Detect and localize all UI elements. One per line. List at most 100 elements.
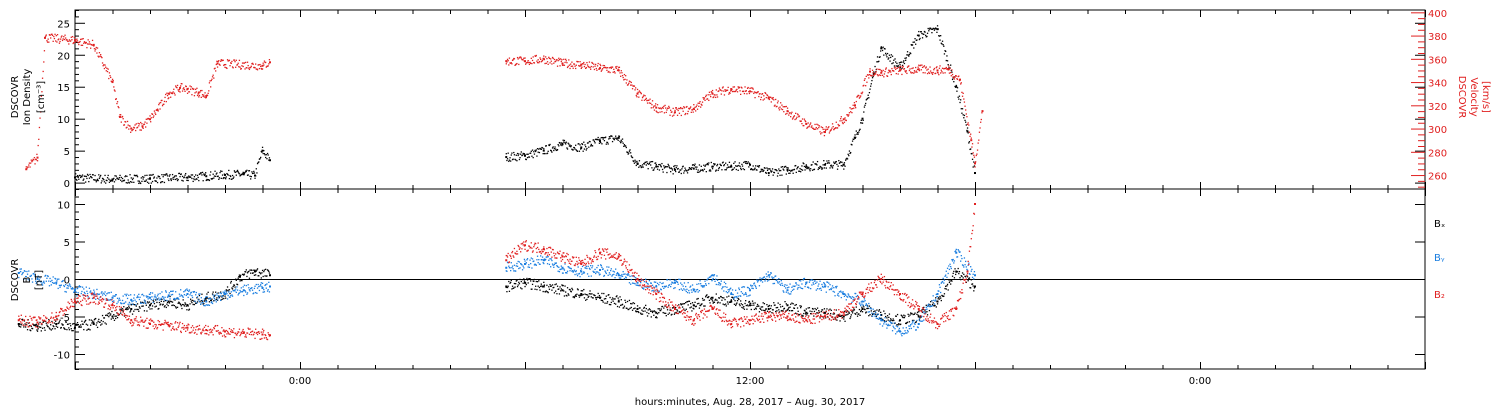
data-point xyxy=(75,173,77,175)
data-point xyxy=(163,306,166,308)
data-point xyxy=(859,303,861,305)
data-point xyxy=(112,317,114,320)
data-point xyxy=(48,318,50,321)
data-point xyxy=(618,299,620,301)
data-point xyxy=(581,290,584,292)
data-point xyxy=(623,273,625,275)
data-point xyxy=(255,270,257,272)
data-point xyxy=(931,305,934,307)
data-point xyxy=(540,148,542,150)
data-point xyxy=(556,265,559,268)
data-point xyxy=(555,148,557,150)
data-point xyxy=(743,168,746,171)
data-point xyxy=(591,61,593,64)
data-point xyxy=(855,107,857,109)
data-point xyxy=(936,300,938,302)
data-point xyxy=(181,175,184,178)
data-point xyxy=(872,75,874,78)
data-point xyxy=(137,308,139,311)
data-point xyxy=(73,36,76,39)
data-point xyxy=(564,61,566,64)
data-point xyxy=(735,289,737,291)
data-point xyxy=(205,299,207,301)
data-point xyxy=(918,64,920,66)
data-point xyxy=(595,297,597,299)
data-point xyxy=(56,318,58,320)
data-point xyxy=(193,290,196,293)
data-point xyxy=(887,319,889,321)
data-point xyxy=(930,301,932,303)
y-tick-label: 5 xyxy=(64,147,70,158)
data-point xyxy=(530,152,532,154)
data-point xyxy=(130,294,132,296)
data-point xyxy=(826,281,829,283)
data-point xyxy=(932,302,934,304)
data-point xyxy=(700,304,702,307)
data-point xyxy=(751,169,754,171)
data-point xyxy=(513,287,515,289)
data-point xyxy=(884,312,886,315)
data-point xyxy=(705,171,707,173)
data-point xyxy=(527,266,529,268)
data-point xyxy=(251,62,254,64)
data-point xyxy=(615,135,617,137)
data-point xyxy=(159,292,161,295)
data-point xyxy=(654,105,656,107)
data-point xyxy=(836,285,838,288)
data-point xyxy=(181,179,183,182)
data-point xyxy=(831,287,833,289)
data-point xyxy=(937,298,939,300)
data-point xyxy=(841,314,843,317)
data-point xyxy=(111,179,113,181)
data-point xyxy=(776,310,778,312)
data-point xyxy=(518,57,521,59)
data-point xyxy=(536,255,539,257)
data-point xyxy=(76,174,79,177)
data-point xyxy=(820,133,822,135)
data-point xyxy=(39,117,41,119)
data-point xyxy=(511,266,513,269)
data-point xyxy=(151,174,153,176)
data-point xyxy=(95,324,97,326)
data-point xyxy=(799,286,801,288)
data-point xyxy=(135,301,137,303)
data-point xyxy=(211,76,214,78)
data-point xyxy=(693,108,696,111)
data-point xyxy=(195,291,197,294)
data-point xyxy=(181,90,184,92)
data-point xyxy=(855,306,857,308)
data-point xyxy=(602,64,604,67)
data-point xyxy=(588,66,590,68)
data-point xyxy=(716,164,718,167)
data-point xyxy=(92,323,95,325)
data-point xyxy=(921,37,924,39)
data-point xyxy=(507,60,509,62)
data-point xyxy=(213,175,216,177)
data-point xyxy=(215,63,217,66)
data-point xyxy=(681,168,683,170)
data-point xyxy=(601,68,604,70)
data-point xyxy=(940,72,942,74)
data-point xyxy=(78,43,80,46)
data-point xyxy=(210,171,212,173)
data-point xyxy=(98,298,100,300)
data-point xyxy=(786,170,789,172)
data-point xyxy=(91,39,94,42)
data-point xyxy=(951,259,953,261)
data-point xyxy=(240,291,242,293)
data-point xyxy=(817,124,819,126)
data-point xyxy=(583,148,586,150)
data-point xyxy=(963,98,965,100)
data-point xyxy=(644,310,646,312)
data-point xyxy=(545,62,547,64)
data-point xyxy=(896,62,898,65)
data-point xyxy=(900,323,902,325)
data-point xyxy=(699,170,701,173)
data-point xyxy=(224,330,226,333)
data-point xyxy=(148,118,151,120)
data-point xyxy=(213,177,215,179)
data-point xyxy=(918,311,920,313)
data-point xyxy=(196,94,199,97)
data-point xyxy=(821,167,824,169)
data-point xyxy=(739,304,741,307)
